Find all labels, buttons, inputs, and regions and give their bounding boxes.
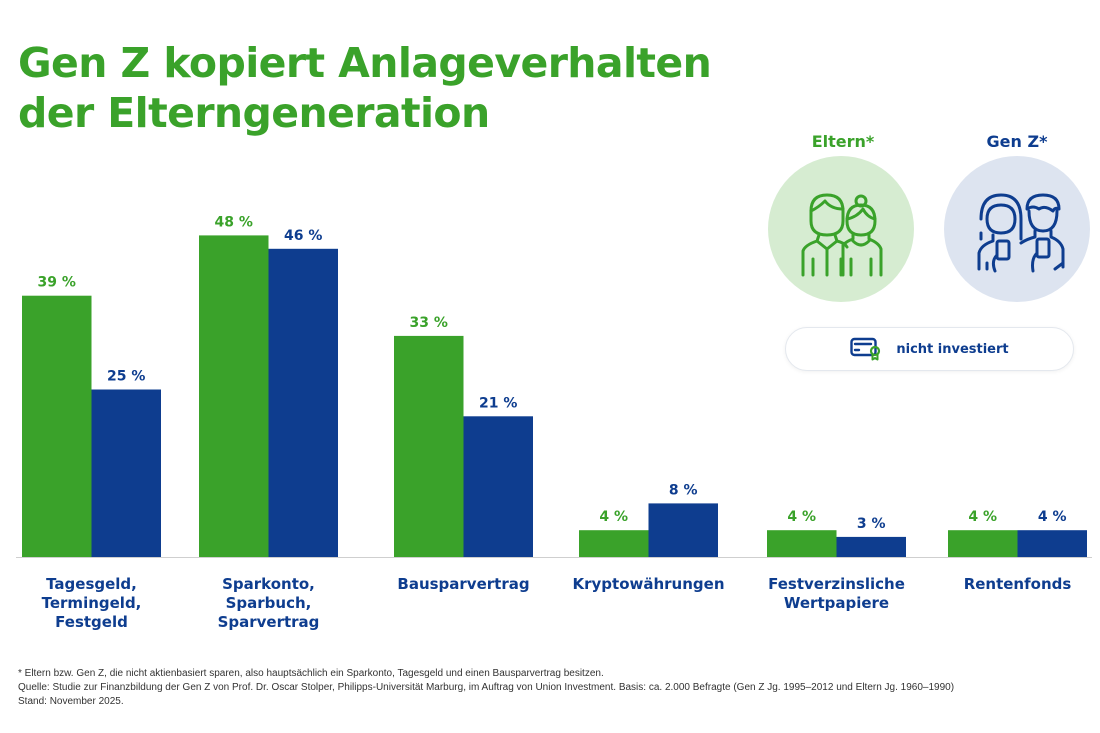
value-label-parents-0: 39 %: [38, 275, 76, 291]
bar-parents-3: [579, 530, 649, 557]
category-label-2: Bausparvertrag: [397, 575, 530, 593]
bar-parents-4: [767, 530, 837, 557]
footnote-source: Quelle: Studie zur Finanzbildung der Gen…: [18, 682, 955, 693]
bar-genz-3: [648, 503, 718, 557]
category-label-5: Rentenfonds: [963, 575, 1072, 593]
bar-parents-5: [948, 530, 1018, 557]
bar-genz-1: [268, 248, 338, 558]
value-label-genz-3: 8 %: [669, 482, 698, 498]
legend-genz: [944, 156, 1090, 302]
legend-parents: [768, 156, 914, 302]
not-invested-label: nicht investiert: [896, 341, 1009, 357]
value-label-parents-2: 33 %: [410, 315, 448, 331]
parents-couple-icon: [801, 193, 883, 277]
value-label-parents-4: 4 %: [787, 509, 816, 525]
value-label-genz-1: 46 %: [284, 228, 322, 244]
bar-parents-0: [22, 295, 92, 557]
value-label-genz-4: 3 %: [857, 516, 886, 532]
not-invested-note: nicht investiert: [785, 327, 1074, 371]
category-label-1: Sparkonto, Sparbuch, Sparvertrag: [217, 575, 320, 631]
value-label-parents-1: 48 %: [215, 214, 253, 230]
category-label-4: Festverzinsliche Wertpapiere: [768, 575, 905, 612]
chart-title-line-2: der Elterngeneration: [18, 89, 490, 137]
bar-genz-0: [91, 389, 161, 557]
legend-label-parents: Eltern*: [811, 132, 875, 151]
value-label-parents-3: 4 %: [599, 509, 628, 525]
legend-label-genz: Gen Z*: [986, 132, 1048, 151]
category-label-3: Kryptowährungen: [572, 575, 725, 593]
bar-genz-5: [1017, 530, 1087, 557]
chart-title-line-1: Gen Z kopiert Anlageverhalten: [18, 39, 712, 87]
value-label-genz-2: 21 %: [479, 395, 517, 411]
footnote-date: Stand: November 2025.: [18, 696, 124, 707]
bar-parents-2: [394, 335, 464, 557]
bar-genz-4: [836, 536, 906, 557]
footnotes: * Eltern bzw. Gen Z, die nicht aktienbas…: [18, 667, 954, 709]
bar-parents-1: [199, 235, 269, 557]
value-label-genz-0: 25 %: [107, 369, 145, 385]
chart-title: Gen Z kopiert Anlageverhalten der Eltern…: [18, 38, 712, 138]
certificate-icon: [850, 337, 881, 361]
value-label-parents-5: 4 %: [968, 509, 997, 525]
value-label-genz-5: 4 %: [1038, 509, 1067, 525]
genz-smartphone-users-icon: [977, 193, 1065, 273]
category-label-0: Tagesgeld, Termingeld, Festgeld: [41, 575, 142, 631]
bar-genz-2: [463, 416, 533, 557]
footnote-asterisk: * Eltern bzw. Gen Z, die nicht aktienbas…: [18, 668, 604, 679]
